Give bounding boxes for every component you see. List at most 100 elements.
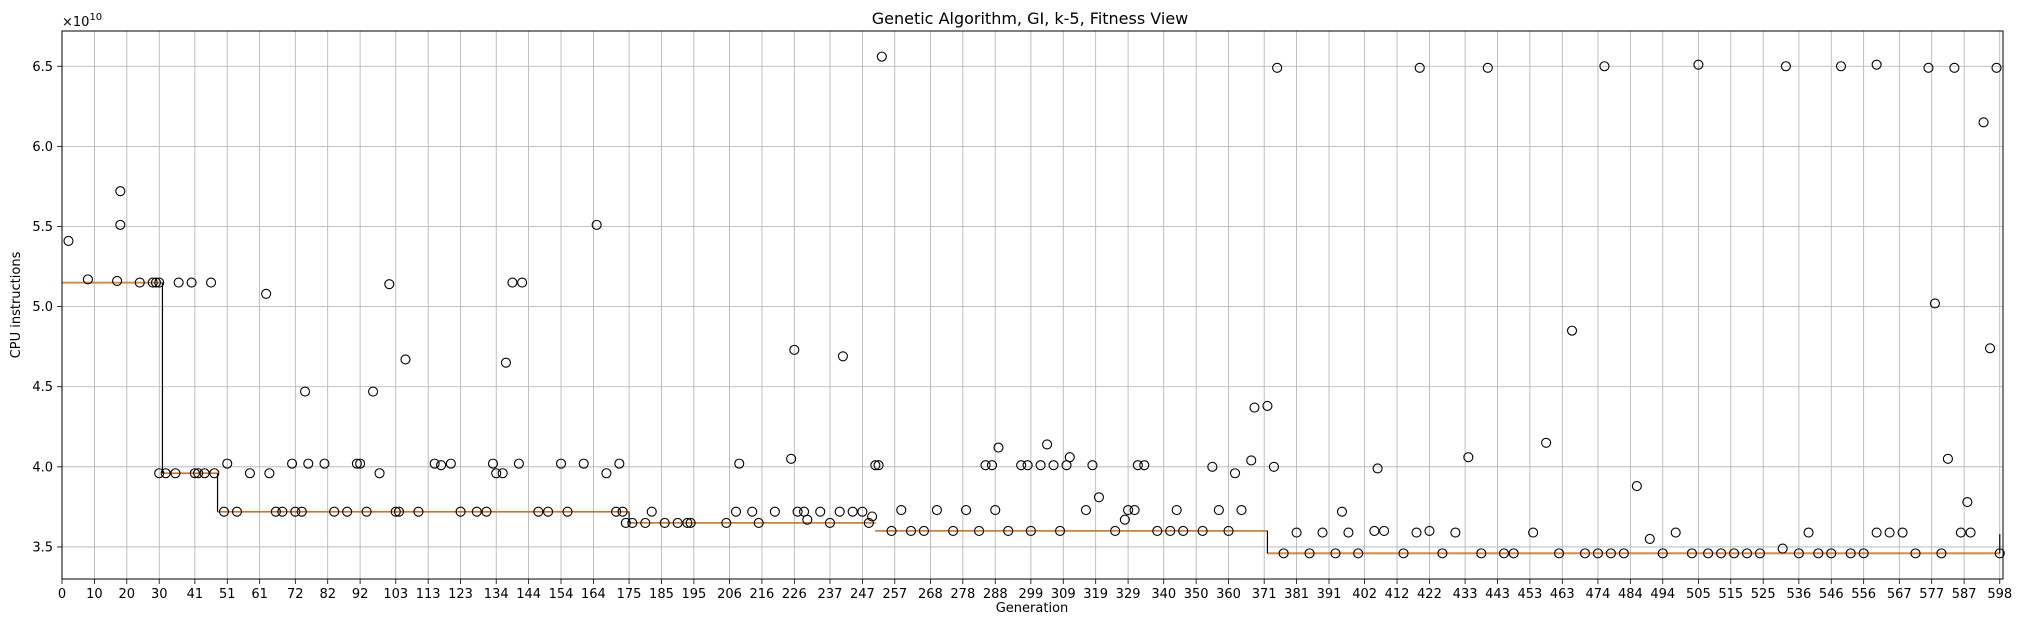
outlier-point <box>1110 525 1121 536</box>
outlier-point <box>620 517 631 528</box>
outlier-point <box>1716 548 1727 559</box>
outlier-point <box>193 468 204 479</box>
outlier-point <box>1923 62 1934 73</box>
outlier-point <box>870 460 881 471</box>
outlier-points <box>63 51 2005 559</box>
outlier-point <box>792 506 803 517</box>
outlier-point <box>948 525 959 536</box>
outlier-point <box>1343 527 1354 538</box>
outlier-point <box>1929 298 1941 309</box>
outlier-point <box>1826 548 1837 559</box>
outlier-point <box>961 505 972 516</box>
outlier-point <box>886 525 897 536</box>
x-tick-label: 567 <box>1887 587 1912 602</box>
outlier-point <box>753 517 764 528</box>
outlier-point <box>863 517 874 528</box>
outlier-point <box>1119 514 1130 525</box>
outlier-point <box>199 468 210 479</box>
outlier-point <box>1003 525 1014 536</box>
outlier-point <box>170 468 181 479</box>
outlier-point <box>1508 548 1519 559</box>
outlier-point <box>134 277 145 288</box>
outlier-point <box>591 219 602 230</box>
outlier-point <box>150 277 162 288</box>
outlier-point <box>1476 548 1487 559</box>
outlier-point <box>393 506 405 517</box>
outlier-point <box>1686 548 1697 559</box>
outlier-point <box>222 458 233 469</box>
outlier-point <box>1223 525 1234 536</box>
outlier-point <box>627 517 638 528</box>
x-tick-label: 30 <box>151 587 168 602</box>
outlier-point <box>299 386 311 397</box>
outlier-point <box>834 506 845 517</box>
outlier-point <box>355 458 366 469</box>
outlier-point <box>1087 460 1098 471</box>
outlier-point <box>82 274 93 285</box>
x-tick-label: 319 <box>1083 587 1108 602</box>
outlier-point <box>147 277 158 288</box>
x-tick-label: 412 <box>1385 587 1410 602</box>
outlier-point <box>290 506 301 517</box>
outlier-point <box>513 458 524 469</box>
y-tick-label: 4.5 <box>32 380 53 395</box>
outlier-point <box>1498 548 1510 559</box>
outlier-point <box>1541 437 1552 448</box>
outlier-point <box>374 468 385 479</box>
x-tick-label: 546 <box>1819 587 1844 602</box>
x-tick-label: 525 <box>1751 587 1776 602</box>
outlier-point <box>617 506 628 517</box>
x-tick-label: 433 <box>1453 587 1478 602</box>
x-tick-label: 144 <box>516 587 541 602</box>
x-tick-label: 216 <box>750 587 775 602</box>
outlier-point <box>1994 548 2005 559</box>
x-tick-label: 0 <box>58 587 66 602</box>
x-tick-label: 195 <box>681 587 706 602</box>
outlier-point <box>533 506 544 517</box>
outlier-point <box>1246 455 1257 466</box>
y-tick-label: 4.0 <box>32 460 53 475</box>
y-tick-label: 6.5 <box>32 60 53 75</box>
outlier-point <box>1262 400 1273 411</box>
outlier-point <box>1871 59 1882 70</box>
outlier-point <box>873 460 884 471</box>
outlier-point <box>1178 525 1189 536</box>
outlier-point <box>837 351 848 362</box>
outlier-point <box>329 506 340 517</box>
outlier-point <box>1048 460 1059 471</box>
outlier-point <box>160 468 171 479</box>
x-tick-label: 268 <box>918 587 943 602</box>
outlier-point <box>1123 505 1134 516</box>
outlier-point <box>413 506 424 517</box>
outlier-point <box>1978 117 1989 128</box>
outlier-point <box>1780 61 1791 72</box>
outlier-point <box>63 235 74 246</box>
outlier-point <box>1566 325 1578 336</box>
outlier-point <box>1631 481 1642 492</box>
outlier-point <box>815 506 826 517</box>
x-tick-label: 82 <box>319 587 336 602</box>
outlier-point <box>1152 525 1163 536</box>
x-tick-label: 175 <box>617 587 642 602</box>
x-tick-label: 453 <box>1517 587 1542 602</box>
outlier-point <box>1644 533 1655 544</box>
outlier-point <box>1132 460 1143 471</box>
outlier-point <box>277 506 288 517</box>
outlier-point <box>1528 527 1539 538</box>
outlier-point <box>1741 548 1753 559</box>
x-tick-label: 123 <box>448 587 473 602</box>
x-tick-label: 309 <box>1051 587 1076 602</box>
outlier-point <box>730 506 742 517</box>
outlier-point <box>543 506 554 517</box>
plot-frame <box>61 30 2004 580</box>
x-tick-label: 185 <box>649 587 674 602</box>
outlier-point <box>1369 525 1380 536</box>
outlier-point <box>802 514 813 525</box>
outlier-point <box>1657 548 1668 559</box>
outlier-point <box>115 219 126 230</box>
outlier-point <box>1042 439 1053 450</box>
outlier-point <box>1813 548 1824 559</box>
outlier-point <box>517 277 528 288</box>
outlier-point <box>296 506 307 517</box>
outlier-point <box>824 517 836 528</box>
